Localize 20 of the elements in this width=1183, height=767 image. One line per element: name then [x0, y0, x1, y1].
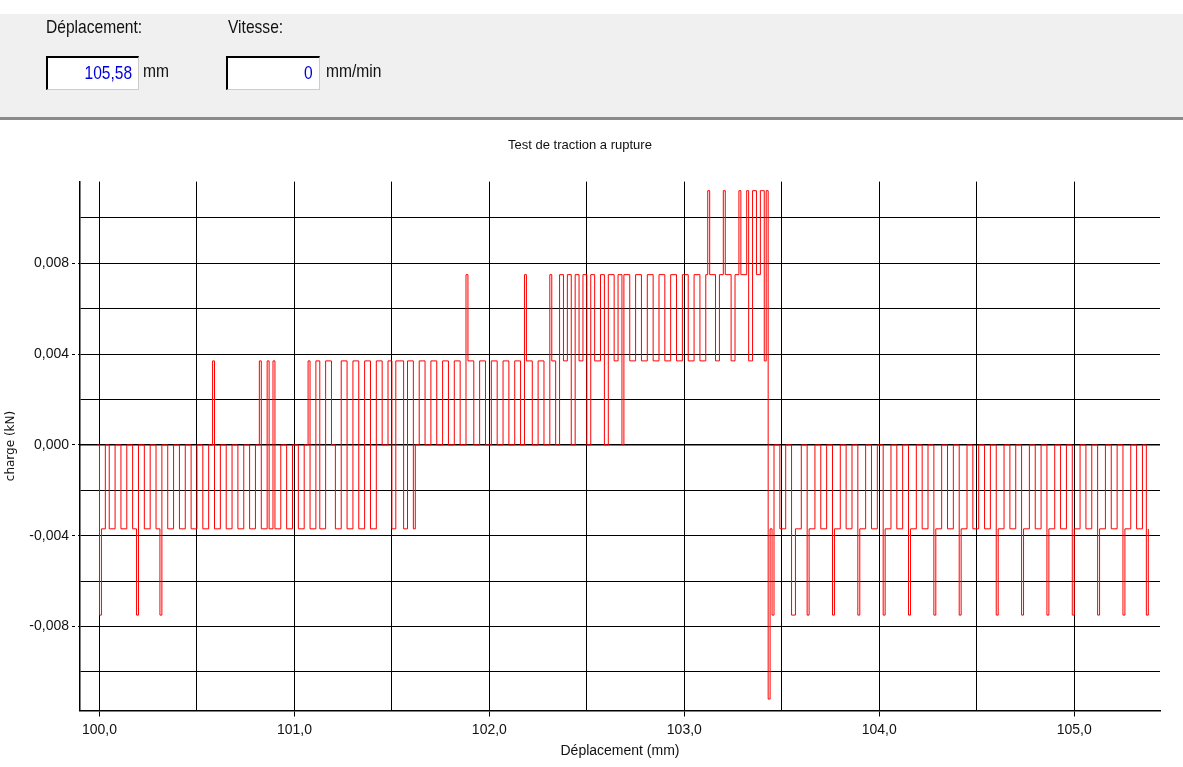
x-tick-label: 103,0: [666, 720, 703, 737]
text: Déplacement:: [46, 16, 143, 38]
x-tick-label: 105,0: [1056, 720, 1092, 737]
text-field: 0: [226, 56, 320, 90]
text-field: 105,58: [46, 56, 139, 90]
y-tick-label: 0,004: [33, 344, 70, 361]
x-tick-label: 100,0: [81, 720, 118, 737]
y-tick-label: 0,008: [33, 254, 70, 271]
text: Vitesse:: [228, 16, 284, 38]
x-axis-title: Déplacement (mm): [560, 742, 680, 759]
chart-title: Test de traction a rupture: [508, 137, 652, 153]
y-tick-label: 0,000: [33, 435, 70, 452]
x-tick-label: 102,0: [471, 720, 508, 737]
text: mm: [143, 60, 169, 82]
y-tick-label: -0,008: [29, 617, 70, 634]
y-axis-title: charge (kN): [3, 410, 18, 482]
x-tick-label: 104,0: [861, 720, 897, 737]
x-tick-label: 101,0: [276, 720, 313, 737]
y-tick-label: -0,004: [29, 526, 70, 543]
text: mm/min: [326, 60, 382, 82]
